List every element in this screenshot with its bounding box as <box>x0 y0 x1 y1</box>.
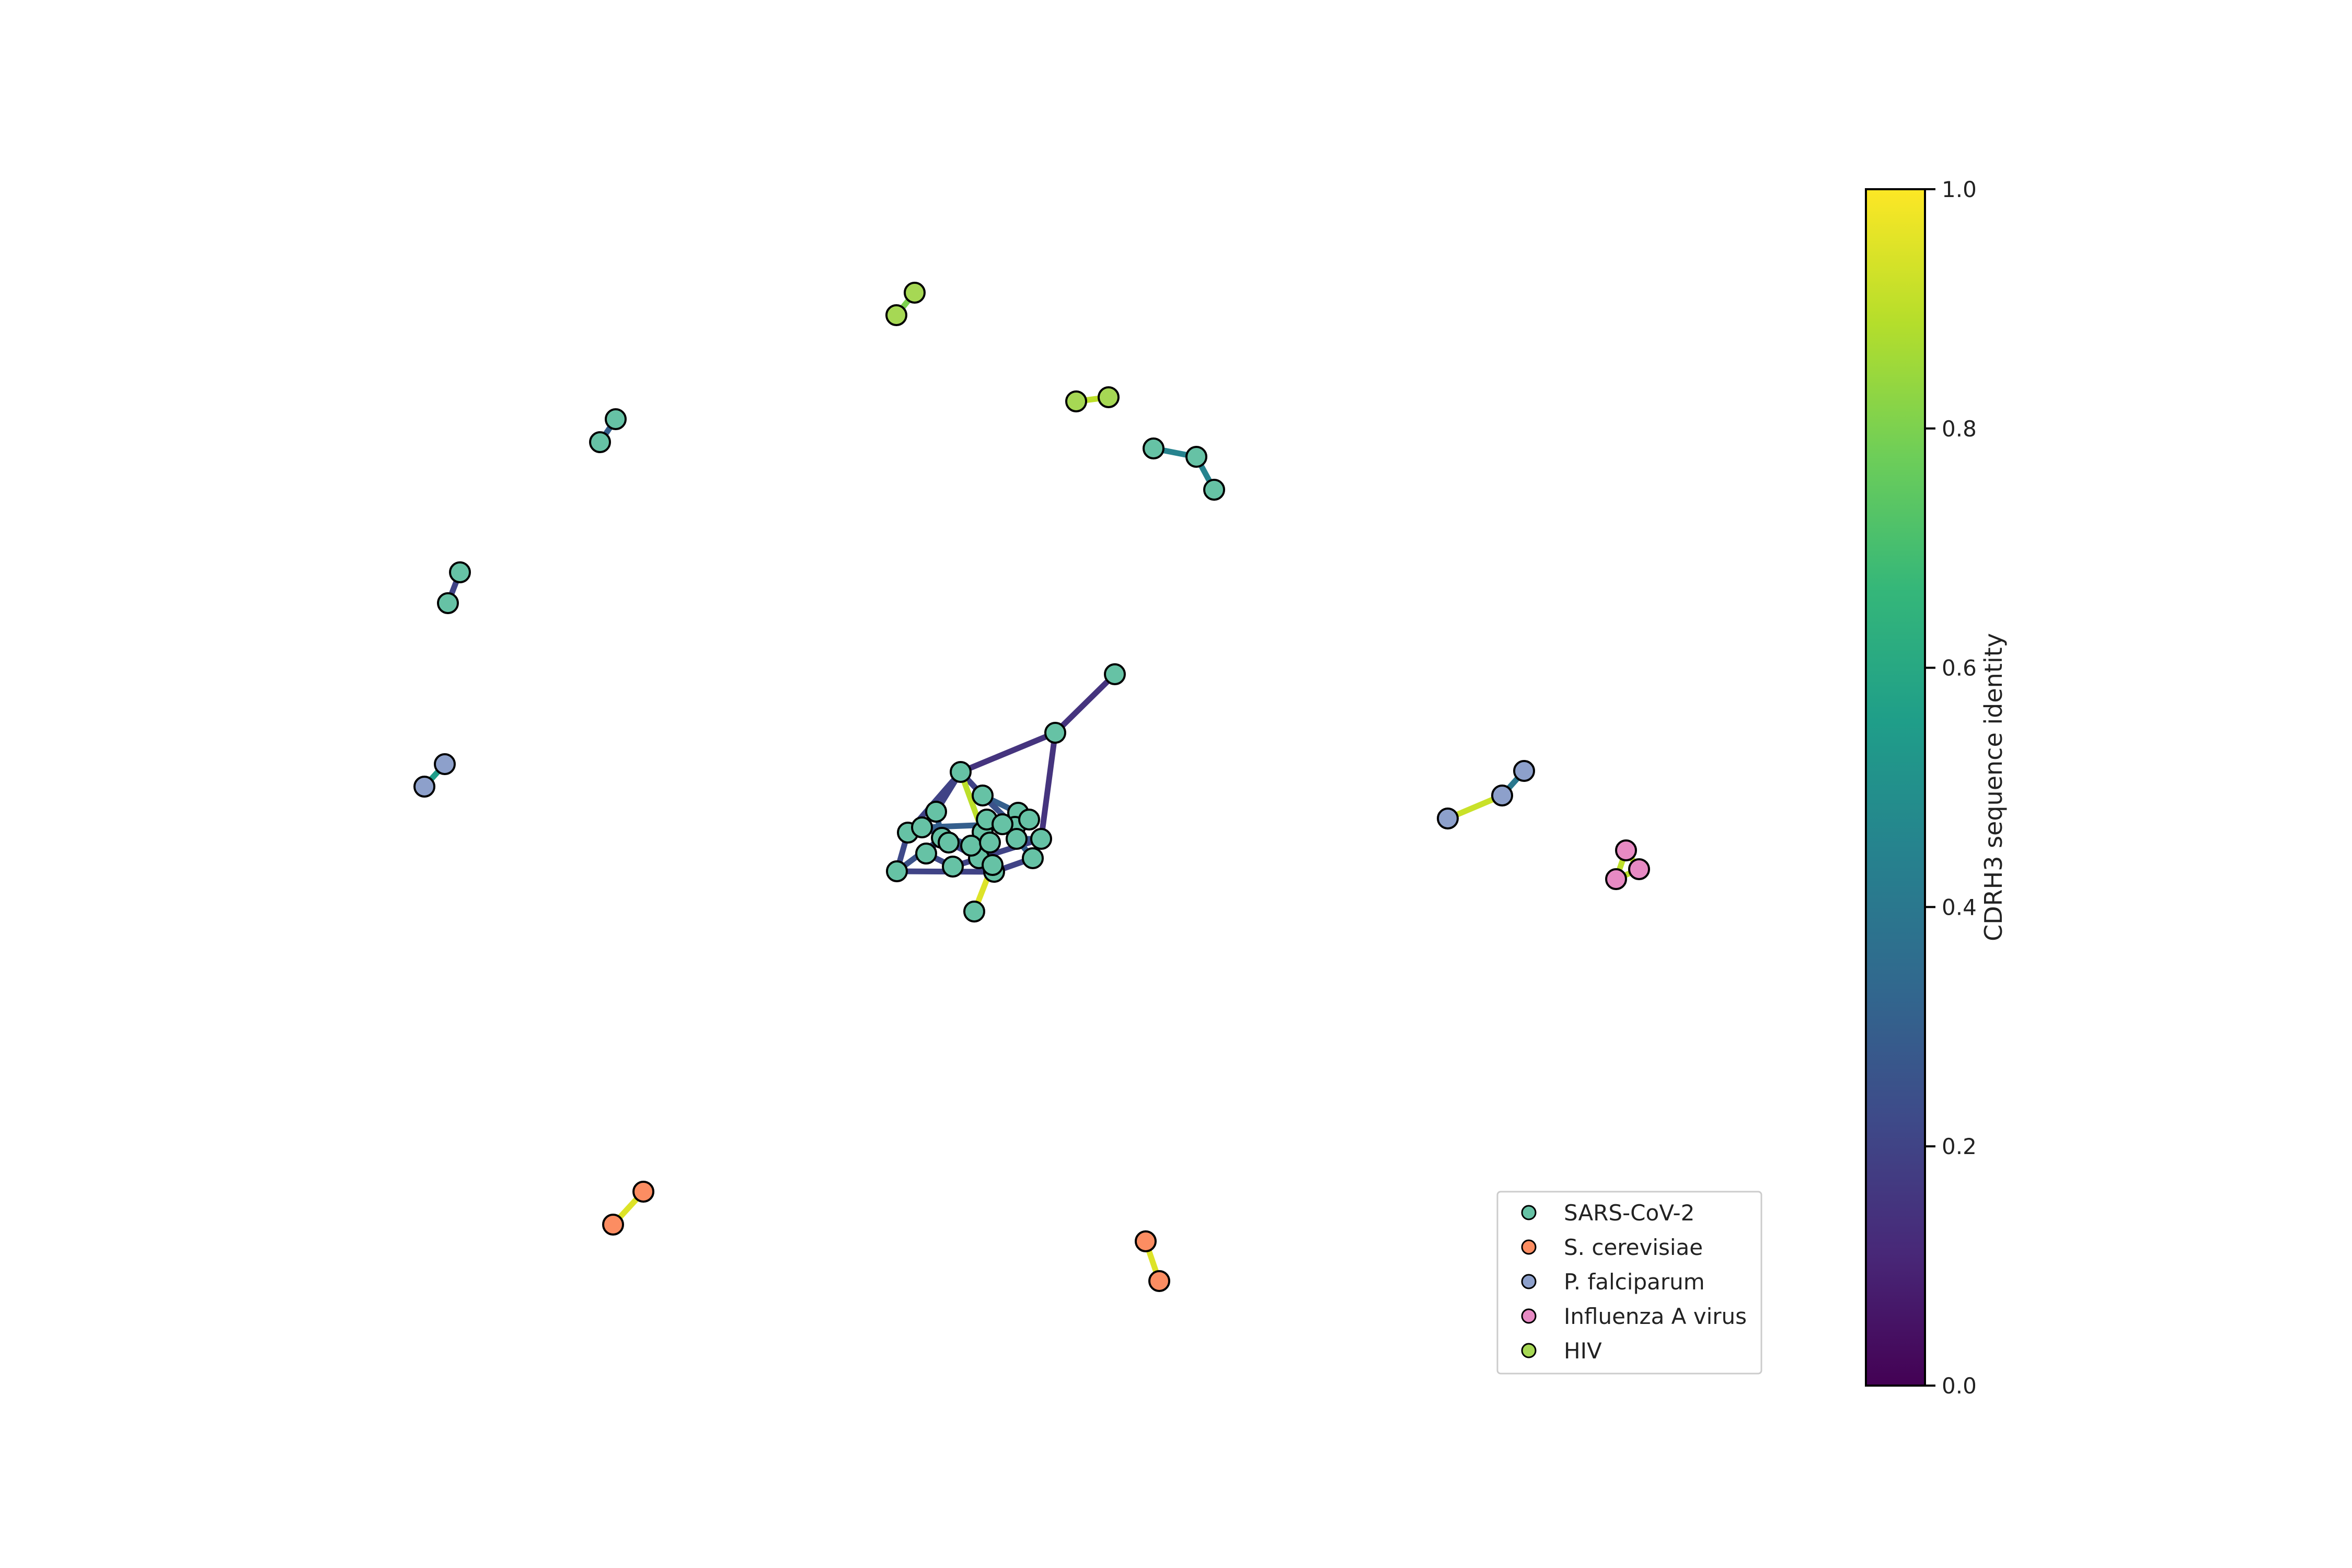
network-nodes <box>413 282 1650 1292</box>
network-node <box>938 832 960 854</box>
legend-label: P. falciparum <box>1564 1269 1705 1295</box>
network-node <box>885 304 907 326</box>
legend-label: SARS-CoV-2 <box>1564 1200 1694 1226</box>
network-node <box>1491 785 1513 806</box>
network-node <box>589 431 611 453</box>
network-node <box>972 785 994 806</box>
network-edge <box>1052 671 1118 736</box>
legend-label: Influenza A virus <box>1564 1304 1747 1329</box>
network-node <box>1203 479 1225 501</box>
colorbar-tick-label: 0.6 <box>1942 655 1977 681</box>
network-edge <box>958 730 1058 775</box>
network-node <box>1185 446 1207 468</box>
legend-label: HIV <box>1564 1338 1602 1364</box>
network-node <box>950 761 972 783</box>
colorbar-frame <box>1865 188 1926 1387</box>
network-node <box>1148 1270 1170 1292</box>
colorbar-tick-label: 1.0 <box>1942 177 1977 202</box>
network-node <box>413 776 435 798</box>
network-node <box>960 835 982 857</box>
legend-marker <box>1521 1343 1537 1358</box>
network-node <box>942 856 964 878</box>
network-node <box>1437 808 1459 829</box>
colorbar-tick-label: 0.2 <box>1942 1134 1977 1159</box>
network-edge <box>1038 730 1058 842</box>
network-node <box>1006 828 1028 850</box>
colorbar-tick-label: 0.4 <box>1942 894 1977 920</box>
legend-label: S. cerevisiae <box>1564 1235 1703 1260</box>
colorbar-tick-label: 0.0 <box>1942 1373 1977 1399</box>
network-node <box>915 843 937 864</box>
colorbar-fill <box>1866 189 1925 1386</box>
colorbar-ticks: 0.0 0.2 0.4 0.6 0.8 1.0 <box>1925 177 1977 1399</box>
network-node <box>1044 722 1066 744</box>
network-node <box>1628 858 1650 880</box>
network-node <box>1605 868 1627 890</box>
colorbar: 0.0 0.2 0.4 0.6 0.8 1.0 CDRH3 sequence identi… <box>1865 177 2008 1399</box>
colorbar-tick-label: 0.8 <box>1942 416 1977 442</box>
network-node <box>449 561 471 583</box>
network-node <box>1104 663 1126 685</box>
network-node <box>911 816 933 838</box>
network-node <box>434 753 456 775</box>
legend-box <box>1496 1191 1762 1375</box>
network-node <box>1065 390 1087 412</box>
legend-entries: SARS-CoV-2 S. cerevisiae P. falciparum Infl… <box>1521 1200 1747 1364</box>
colorbar-label: CDRH3 sequence identity <box>1979 633 2008 941</box>
network-node <box>437 592 459 614</box>
network-node <box>886 860 908 882</box>
network-node <box>632 1181 654 1203</box>
network-node <box>1018 809 1040 831</box>
legend-marker <box>1521 1205 1537 1220</box>
network-node <box>1098 386 1120 408</box>
network-node <box>1143 437 1165 459</box>
network-node <box>991 813 1013 835</box>
network-node <box>963 901 985 923</box>
legend-marker <box>1521 1274 1537 1289</box>
network-node <box>605 408 627 430</box>
legend: SARS-CoV-2 S. cerevisiae P. falciparum Infl… <box>1496 1191 1762 1375</box>
network-node <box>982 854 1004 876</box>
network-node <box>602 1214 624 1236</box>
network-node <box>925 801 947 823</box>
network-node <box>1513 760 1535 782</box>
legend-marker <box>1521 1239 1537 1255</box>
network-node <box>979 832 1001 854</box>
network-node <box>1030 828 1052 850</box>
network-node <box>1135 1230 1157 1252</box>
legend-marker <box>1521 1308 1537 1324</box>
network-node <box>1022 847 1044 869</box>
network-node <box>1615 839 1637 861</box>
network-node <box>904 282 926 304</box>
